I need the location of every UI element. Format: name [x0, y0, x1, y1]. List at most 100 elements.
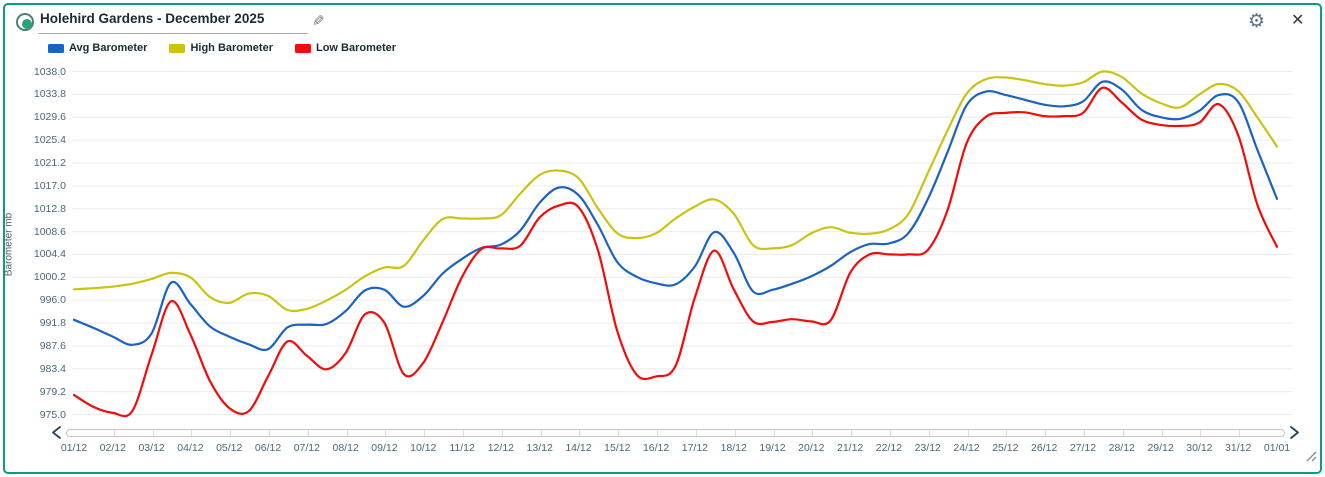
scrollbar-tick — [695, 430, 697, 436]
gear-icon[interactable]: ⚙ — [1248, 11, 1266, 32]
scrollbar-tick — [230, 430, 232, 436]
scrollbar-tick — [734, 430, 736, 436]
x-axis-tick-label: 23/12 — [914, 442, 941, 454]
legend-item-avg[interactable]: Avg Barometer — [48, 42, 147, 54]
x-axis-tick-label: 01/01 — [1263, 442, 1291, 454]
x-axis-tick-label: 30/12 — [1186, 442, 1213, 454]
x-axis-tick-label: 04/12 — [177, 442, 204, 454]
scrollbar-tick — [928, 430, 930, 436]
scrollbar-tick — [1239, 430, 1241, 436]
series-line-high-barometer — [72, 70, 1279, 313]
close-icon[interactable]: ✕ — [1291, 12, 1305, 29]
x-axis-tick-label: 12/12 — [487, 442, 514, 454]
x-axis-scrollbar[interactable] — [66, 429, 1285, 437]
legend-item-high[interactable]: High Barometer — [169, 42, 273, 54]
x-axis-tick-label: 13/12 — [526, 442, 553, 454]
x-axis-tick-label: 08/12 — [332, 442, 359, 454]
x-axis-tick-label: 10/12 — [410, 442, 437, 454]
scroll-right-chevron-icon[interactable] — [1287, 425, 1301, 440]
y-axis-tick-label: 1029.6 — [33, 111, 66, 124]
y-axis-tick-label: 1033.8 — [33, 88, 66, 101]
y-axis-tick-label: 979.2 — [39, 385, 66, 398]
y-axis-tick-label: 1025.4 — [33, 134, 66, 147]
scrollbar-tick — [851, 430, 853, 436]
scrollbar-tick — [191, 430, 193, 436]
x-axis-tick-label: 15/12 — [604, 442, 631, 454]
x-axis-tick-label: 02/12 — [99, 442, 126, 454]
scrollbar-tick — [307, 430, 309, 436]
scrollbar-tick — [967, 430, 969, 436]
radio-selected-icon[interactable] — [16, 13, 34, 31]
scrollbar-tick — [346, 430, 348, 436]
x-axis-tick-label: 18/12 — [720, 442, 747, 454]
x-axis-tick-label: 11/12 — [449, 442, 475, 454]
scrollbar-tick — [540, 430, 542, 436]
scrollbar-tick — [1045, 430, 1047, 436]
scrollbar-tick — [1161, 430, 1163, 436]
x-axis-tick-label: 16/12 — [642, 442, 670, 454]
scrollbar-tick — [889, 430, 891, 436]
x-axis-tick-label: 07/12 — [293, 442, 320, 454]
scrollbar-tick — [269, 430, 271, 436]
y-axis-tick-label: 1017.0 — [33, 179, 66, 192]
legend-swatch-high — [169, 43, 186, 53]
y-axis-tick-label: 996.0 — [39, 294, 66, 307]
scrollbar-tick — [1083, 430, 1085, 436]
x-axis-tick-label: 24/12 — [953, 442, 980, 454]
x-axis-tick-label: 17/12 — [681, 442, 709, 454]
x-axis-tick-label: 27/12 — [1069, 442, 1097, 454]
legend-label: High Barometer — [190, 42, 273, 54]
scrollbar-tick — [113, 430, 115, 436]
y-axis-tick-label: 987.6 — [39, 339, 66, 352]
chart-title-input[interactable]: Holehird Gardens - December 2025 — [40, 11, 265, 26]
y-axis-tick-label: 1021.2 — [33, 156, 66, 169]
pencil-icon[interactable]: ✎ — [312, 13, 325, 30]
scrollbar-tick — [1006, 430, 1008, 436]
scrollbar-tick — [812, 430, 814, 436]
y-axis-tick-label: 1008.6 — [33, 225, 66, 238]
legend-swatch-low — [294, 43, 311, 53]
y-axis-tick-label: 975.0 — [39, 408, 66, 421]
x-axis-tick-label: 21/12 — [836, 442, 864, 454]
scrollbar-tick — [385, 430, 387, 436]
scrollbar-tick — [152, 430, 154, 436]
x-axis-tick-label: 06/12 — [254, 442, 282, 454]
title-underline — [38, 33, 308, 34]
scrollbar-tick — [618, 430, 620, 436]
x-axis-tick-label: 22/12 — [875, 442, 903, 454]
scroll-left-chevron-icon[interactable] — [50, 425, 64, 440]
x-axis-tick-label: 31/12 — [1225, 442, 1252, 454]
scrollbar-tick — [1200, 430, 1202, 436]
scrollbar-tick — [773, 430, 775, 436]
scrollbar-tick — [501, 430, 503, 436]
x-axis-tick-label: 03/12 — [138, 442, 165, 454]
y-axis-tick-label: 991.8 — [39, 317, 66, 330]
x-axis-tick-label: 29/12 — [1147, 442, 1174, 454]
x-axis-tick-label: 01/12 — [60, 442, 88, 454]
scrollbar-tick — [463, 430, 465, 436]
legend-label: Avg Barometer — [69, 42, 148, 54]
x-axis-tick-label: 19/12 — [759, 442, 786, 454]
scrollbar-tick — [424, 430, 426, 436]
radio-dot — [22, 19, 32, 29]
x-axis-tick-label: 09/12 — [371, 442, 398, 454]
y-axis-tick-label: 983.4 — [39, 362, 66, 375]
y-axis-tick-label: 1000.2 — [33, 271, 66, 284]
legend-label: Low Barometer — [315, 42, 397, 54]
legend-swatch-avg — [48, 43, 64, 53]
series-line-low-barometer — [72, 86, 1279, 418]
x-axis-tick-label: 26/12 — [1031, 442, 1058, 454]
y-axis-tick-label: 1004.4 — [33, 248, 66, 261]
x-axis-tick-label: 25/12 — [992, 442, 1019, 454]
x-axis-tick-label: 20/12 — [798, 442, 825, 454]
y-axis-tick-label: 1038.0 — [33, 65, 66, 78]
legend-item-low[interactable]: Low Barometer — [294, 42, 397, 54]
x-axis-tick-label: 28/12 — [1108, 442, 1135, 454]
y-axis-title: Barometer mb — [3, 212, 15, 277]
chart-legend: Avg Barometer High Barometer Low Barometer — [48, 42, 396, 54]
x-axis-tick-label: 14/12 — [565, 442, 592, 454]
resize-grip-icon[interactable] — [1303, 448, 1319, 464]
x-axis-tick-label: 05/12 — [216, 442, 243, 454]
series-line-avg-barometer — [72, 80, 1279, 352]
